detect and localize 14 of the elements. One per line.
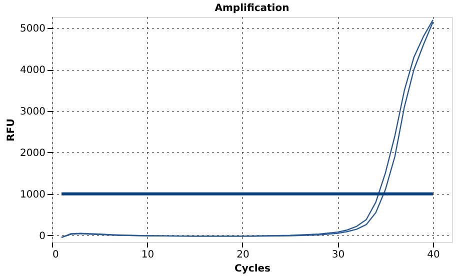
x-tick-label: 20	[236, 250, 250, 260]
x-axis-title: Cycles	[234, 264, 271, 274]
y-tick-label: 3000	[20, 106, 46, 118]
y-tick-label: 4000	[20, 65, 46, 76]
y-axis-title: RFU	[6, 118, 18, 142]
x-tick-label: 0	[52, 250, 59, 260]
y-tick-label: 5000	[20, 24, 46, 35]
y-tick-label: 0	[39, 230, 46, 242]
y-tick-label: 1000	[20, 189, 46, 200]
x-tick-label: 30	[332, 250, 345, 260]
x-tick-label: 10	[141, 250, 154, 260]
x-tick-label: 40	[427, 250, 440, 260]
y-tick-label: 2000	[20, 148, 46, 159]
chart-title: Amplification	[214, 3, 290, 14]
